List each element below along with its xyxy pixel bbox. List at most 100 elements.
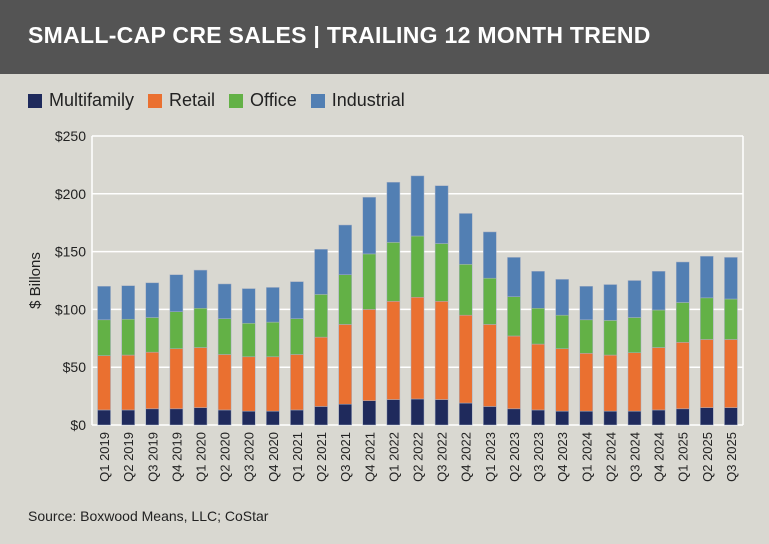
legend-item-industrial: Industrial xyxy=(310,90,405,111)
x-tick-label: Q1 2019 xyxy=(97,432,112,482)
x-tick-label: Q4 2020 xyxy=(266,432,281,482)
bar-segment-office xyxy=(193,307,208,348)
bar-segment-industrial xyxy=(651,271,666,311)
bar-segment-retail xyxy=(531,343,545,411)
bar-segment-multifamily xyxy=(700,407,714,426)
legend-label: Retail xyxy=(169,90,216,110)
header-band: SMALL-CAP CRE SALES | TRAILING 12 MONTH … xyxy=(0,0,769,74)
legend-swatch-retail xyxy=(148,93,163,108)
bar-segment-office xyxy=(555,314,569,349)
bar-segment-retail xyxy=(483,324,497,407)
bar-segment-multifamily xyxy=(266,410,280,426)
x-tick-label: Q2 2025 xyxy=(700,432,715,482)
bar-segment-office xyxy=(675,302,690,343)
bar-segment-multifamily xyxy=(507,408,521,426)
bar-segment-multifamily xyxy=(724,407,738,426)
bar-segment-industrial xyxy=(314,249,328,295)
bar-segment-multifamily xyxy=(241,410,256,426)
bar-segment-office xyxy=(217,318,232,355)
bar-segment-office xyxy=(483,277,497,325)
bar-segment-office xyxy=(386,242,401,302)
x-tick-label: Q1 2023 xyxy=(483,432,498,482)
bar-segment-industrial xyxy=(579,286,594,321)
bar-segment-industrial xyxy=(627,280,642,318)
x-tick-label: Q4 2019 xyxy=(169,432,184,482)
bar-segment-office xyxy=(603,320,618,356)
x-tick-label: Q3 2021 xyxy=(338,432,353,482)
y-tick-label: $50 xyxy=(63,359,87,375)
bar-segment-office xyxy=(507,296,521,337)
bar-segment-retail xyxy=(193,347,208,408)
bar-segment-retail xyxy=(627,352,642,412)
bar-segment-industrial xyxy=(410,175,425,237)
bar-segment-retail xyxy=(169,348,184,410)
x-tick-label: Q3 2020 xyxy=(242,432,257,482)
bar-segment-industrial xyxy=(700,255,714,299)
bar-segment-retail xyxy=(314,336,328,407)
bar-segment-multifamily xyxy=(193,407,208,426)
bar-segment-retail xyxy=(700,339,714,408)
bar-segment-multifamily xyxy=(603,410,618,426)
bar-segment-multifamily xyxy=(458,402,473,426)
bar-segment-multifamily xyxy=(97,409,111,426)
legend-item-office: Office xyxy=(229,90,297,111)
bar-segment-retail xyxy=(362,309,377,401)
x-tick-label: Q3 2019 xyxy=(145,432,160,482)
y-tick-label: $200 xyxy=(55,186,86,202)
bar-segment-industrial xyxy=(458,213,473,265)
x-tick-label: Q4 2022 xyxy=(459,432,474,482)
bar-segment-retail xyxy=(507,335,521,410)
bar-segment-office xyxy=(434,243,449,302)
bar-segment-industrial xyxy=(217,283,232,319)
x-tick-label: Q4 2024 xyxy=(652,432,667,482)
bar-segment-office xyxy=(290,318,304,355)
bar-segment-office xyxy=(410,235,425,298)
bar-segment-industrial xyxy=(555,279,569,316)
bar-segment-retail xyxy=(651,347,666,411)
bar-segment-industrial xyxy=(507,257,521,297)
x-tick-label: Q1 2024 xyxy=(579,432,594,482)
bar-segment-retail xyxy=(241,356,256,412)
x-tick-label: Q2 2023 xyxy=(507,432,522,482)
bar-segment-multifamily xyxy=(290,409,304,426)
x-tick-label: Q2 2021 xyxy=(314,432,329,482)
bar-segment-retail xyxy=(724,339,738,408)
bar-segment-industrial xyxy=(266,287,280,323)
bar-segment-retail xyxy=(579,353,594,412)
bar-segment-retail xyxy=(97,355,111,411)
x-tick-label: Q4 2021 xyxy=(362,432,377,482)
y-tick-label: $0 xyxy=(70,417,86,433)
x-tick-label: Q3 2022 xyxy=(435,432,450,482)
bar-segment-office xyxy=(579,319,594,354)
bar-segment-retail xyxy=(410,297,425,400)
chart-title: SMALL-CAP CRE SALES | TRAILING 12 MONTH … xyxy=(28,22,651,48)
bar-segment-retail xyxy=(386,301,401,400)
bar-segment-multifamily xyxy=(121,409,135,426)
source-note: Source: Boxwood Means, LLC; CoStar xyxy=(28,508,269,524)
bar-segment-multifamily xyxy=(627,410,642,426)
bar-segment-office xyxy=(458,264,473,316)
bar-segment-industrial xyxy=(145,282,160,318)
x-tick-label: Q3 2023 xyxy=(531,432,546,482)
bar-segment-office xyxy=(314,294,328,338)
bar-segment-multifamily xyxy=(145,408,160,426)
bar-segment-retail xyxy=(145,351,160,410)
x-tick-label: Q1 2022 xyxy=(386,432,401,482)
bar-segment-multifamily xyxy=(410,398,425,426)
y-tick-label: $100 xyxy=(55,301,86,317)
bar-segment-industrial xyxy=(531,271,545,309)
legend-swatch-multifamily xyxy=(28,93,42,108)
bar-segment-industrial xyxy=(169,274,184,312)
bar-segment-industrial xyxy=(434,185,449,244)
legend-item-retail: Retail xyxy=(148,90,215,111)
y-tick-label: $250 xyxy=(55,128,86,144)
bar-segment-office xyxy=(651,309,666,348)
legend-swatch-office xyxy=(229,93,244,108)
x-tick-label: Q3 2024 xyxy=(628,432,643,482)
bar-segment-office xyxy=(531,307,545,345)
x-tick-label: Q4 2023 xyxy=(555,432,570,482)
bar-segment-retail xyxy=(338,324,352,405)
bar-segment-industrial xyxy=(338,224,352,275)
bar-segment-office xyxy=(169,311,184,349)
